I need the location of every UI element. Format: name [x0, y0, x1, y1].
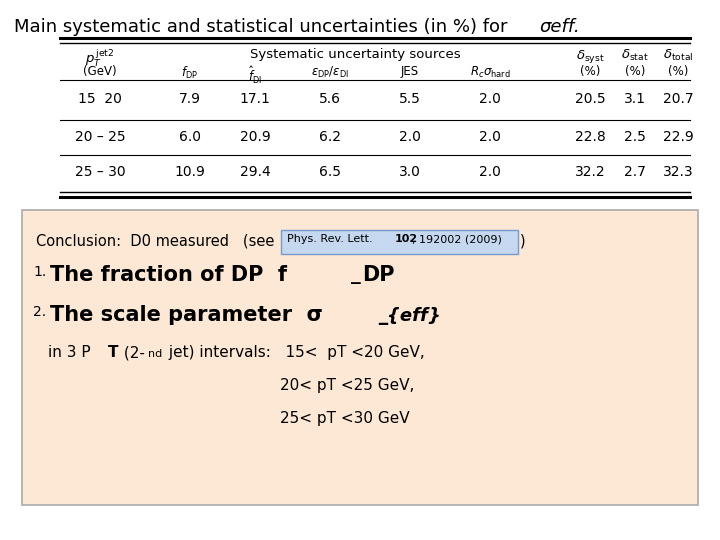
Text: 3.1: 3.1 — [624, 92, 646, 106]
Text: The scale parameter  σ: The scale parameter σ — [50, 305, 323, 325]
Text: (%): (%) — [668, 65, 688, 78]
Text: 6.5: 6.5 — [319, 165, 341, 179]
Text: 7.9: 7.9 — [179, 92, 201, 106]
Text: $\varepsilon_{\rm DP}/\varepsilon_{\rm DI}$: $\varepsilon_{\rm DP}/\varepsilon_{\rm D… — [311, 65, 349, 80]
Text: 3.0: 3.0 — [399, 165, 421, 179]
Text: JES: JES — [401, 65, 419, 78]
Text: $\delta_{\rm syst}$: $\delta_{\rm syst}$ — [575, 48, 604, 65]
Text: 20 – 25: 20 – 25 — [75, 130, 125, 144]
FancyBboxPatch shape — [281, 230, 518, 254]
Text: $\delta_{\rm total}$: $\delta_{\rm total}$ — [662, 48, 693, 63]
Text: , 192002 (2009): , 192002 (2009) — [412, 234, 502, 244]
Text: in 3 P: in 3 P — [48, 345, 91, 360]
Text: (2-: (2- — [119, 345, 145, 360]
Text: Main systematic and statistical uncertainties (in %) for: Main systematic and statistical uncertai… — [14, 18, 513, 36]
Text: 20< pT <25 GeV,: 20< pT <25 GeV, — [280, 378, 415, 393]
Text: (%): (%) — [580, 65, 600, 78]
Text: 6.2: 6.2 — [319, 130, 341, 144]
Text: 5.6: 5.6 — [319, 92, 341, 106]
Text: The fraction of DP  f: The fraction of DP f — [50, 265, 287, 285]
Text: _{eff}: _{eff} — [378, 307, 441, 325]
Text: 1.: 1. — [33, 265, 46, 279]
Text: Systematic uncertainty sources: Systematic uncertainty sources — [250, 48, 460, 61]
Text: 2.0: 2.0 — [479, 130, 501, 144]
Text: σeff.: σeff. — [539, 18, 580, 36]
Text: 20.7: 20.7 — [662, 92, 693, 106]
FancyBboxPatch shape — [22, 210, 698, 505]
Text: 25< pT <30 GeV: 25< pT <30 GeV — [280, 411, 410, 426]
Text: 2.7: 2.7 — [624, 165, 646, 179]
Text: 2.: 2. — [33, 305, 46, 319]
Text: 22.9: 22.9 — [662, 130, 693, 144]
Text: 32.3: 32.3 — [662, 165, 693, 179]
Text: $f_{\rm DP}$: $f_{\rm DP}$ — [181, 65, 199, 81]
Text: _: _ — [351, 265, 361, 284]
Text: 22.8: 22.8 — [575, 130, 606, 144]
Text: $\delta_{\rm stat}$: $\delta_{\rm stat}$ — [621, 48, 649, 63]
Text: 102: 102 — [395, 234, 418, 244]
Text: ): ) — [520, 233, 526, 248]
Text: 20.9: 20.9 — [240, 130, 271, 144]
Text: 10.9: 10.9 — [174, 165, 205, 179]
Text: 2.5: 2.5 — [624, 130, 646, 144]
Text: $R_c\sigma_{\rm hard}$: $R_c\sigma_{\rm hard}$ — [469, 65, 510, 80]
Text: 17.1: 17.1 — [240, 92, 271, 106]
Text: $p_T^{\,\mathrm{jet2}}$: $p_T^{\,\mathrm{jet2}}$ — [85, 48, 114, 69]
Text: (GeV): (GeV) — [84, 65, 117, 78]
Text: 29.4: 29.4 — [240, 165, 271, 179]
Text: Phys. Rev. Lett.: Phys. Rev. Lett. — [287, 234, 376, 244]
Text: 2.0: 2.0 — [399, 130, 421, 144]
Text: (%): (%) — [625, 65, 645, 78]
Text: 20.5: 20.5 — [575, 92, 606, 106]
Text: Conclusion:  D0 measured   (see: Conclusion: D0 measured (see — [36, 233, 274, 248]
Text: 6.0: 6.0 — [179, 130, 201, 144]
Text: DP: DP — [362, 265, 395, 285]
Text: nd: nd — [148, 349, 162, 359]
Text: 32.2: 32.2 — [575, 165, 606, 179]
Text: T: T — [108, 345, 119, 360]
Text: 2.0: 2.0 — [479, 165, 501, 179]
Text: jet) intervals:   15<  pT <20 GeV,: jet) intervals: 15< pT <20 GeV, — [164, 345, 425, 360]
Text: 2.0: 2.0 — [479, 92, 501, 106]
Text: 5.5: 5.5 — [399, 92, 421, 106]
Text: 15  20: 15 20 — [78, 92, 122, 106]
Text: $\hat{f}_{\rm DI}$: $\hat{f}_{\rm DI}$ — [248, 65, 262, 86]
Text: 25 – 30: 25 – 30 — [75, 165, 125, 179]
